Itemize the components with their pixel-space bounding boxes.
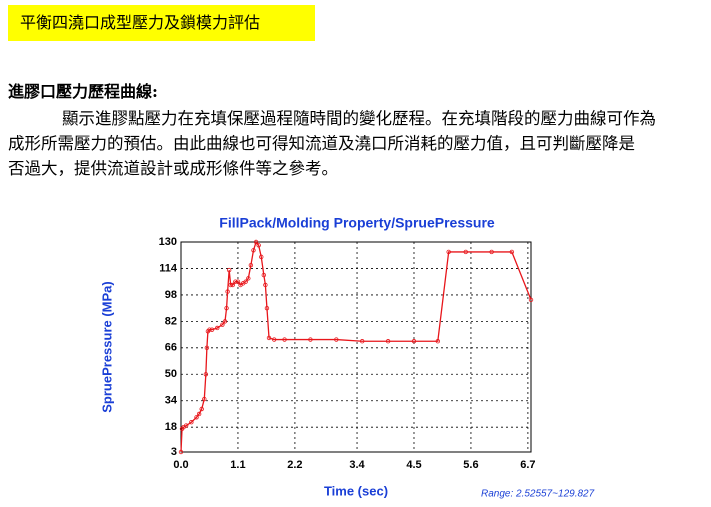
plot-area bbox=[180, 241, 532, 453]
data-point bbox=[435, 339, 441, 344]
data-point bbox=[235, 279, 241, 284]
data-point bbox=[189, 420, 194, 425]
chart-title: FillPack/Molding Property/SpruePressure bbox=[219, 215, 495, 231]
data-point bbox=[411, 339, 417, 344]
data-point bbox=[215, 325, 220, 331]
page-title: 平衡四澆口成型壓力及鎖模力評估 bbox=[8, 5, 315, 41]
data-point bbox=[282, 337, 287, 342]
data-point bbox=[528, 297, 534, 303]
data-point bbox=[246, 276, 251, 281]
data-point bbox=[209, 327, 215, 332]
data-point bbox=[220, 322, 225, 327]
paragraph-line: 成形所需壓力的預估。由此曲線也可得知流道及澆口所消耗的壓力值，且可判斷壓降是 bbox=[8, 134, 635, 153]
data-point bbox=[251, 248, 256, 253]
section-heading: 進膠口壓力歷程曲線: bbox=[8, 82, 158, 101]
data-point bbox=[243, 279, 248, 284]
y-axis-label: SpruePressure (MPa) bbox=[99, 281, 114, 413]
y-tick-label: 98 bbox=[165, 289, 177, 301]
x-tick-label: 5.6 bbox=[463, 459, 478, 471]
y-tick-label: 3 bbox=[171, 446, 177, 458]
data-point bbox=[222, 319, 228, 324]
y-tick-label: 34 bbox=[165, 395, 178, 407]
data-point bbox=[225, 289, 230, 294]
data-point bbox=[256, 243, 261, 248]
data-point bbox=[446, 249, 451, 255]
data-point bbox=[196, 411, 202, 417]
data-point bbox=[202, 396, 207, 402]
data-point bbox=[271, 337, 277, 342]
data-point bbox=[263, 282, 268, 288]
data-point bbox=[228, 282, 233, 288]
data-point bbox=[226, 267, 232, 273]
data-point bbox=[360, 339, 365, 344]
data-point bbox=[266, 335, 272, 341]
y-tick-label: 50 bbox=[165, 368, 177, 380]
y-tick-label: 130 bbox=[159, 236, 177, 248]
y-tick-label: 18 bbox=[165, 421, 177, 433]
x-tick-label: 6.7 bbox=[520, 459, 535, 471]
data-point bbox=[207, 327, 212, 332]
x-tick-label: 2.2 bbox=[287, 459, 302, 471]
data-point bbox=[204, 345, 210, 351]
paragraph-line: 否過大，提供流道設計或成形條件等之參考。 bbox=[8, 159, 338, 178]
paragraph-line: 顯示進膠點壓力在充填保壓過程隨時間的變化歷程。在充填階段的壓力曲線可作為 bbox=[62, 109, 656, 128]
range-note: Range: 2.52557~129.827 bbox=[481, 489, 595, 500]
data-point bbox=[183, 423, 189, 428]
data-point bbox=[253, 239, 259, 245]
x-tick-label: 3.4 bbox=[349, 459, 365, 471]
data-point bbox=[264, 305, 270, 311]
data-point bbox=[259, 254, 264, 260]
y-tick-label: 114 bbox=[159, 262, 178, 274]
data-point bbox=[385, 339, 391, 344]
data-point bbox=[334, 337, 339, 342]
data-point bbox=[261, 272, 267, 278]
data-point bbox=[509, 249, 515, 255]
data-point bbox=[489, 249, 494, 255]
x-tick-label: 4.5 bbox=[406, 459, 421, 471]
x-tick-label: 1.1 bbox=[230, 459, 245, 471]
data-point bbox=[308, 337, 313, 342]
data-point bbox=[224, 305, 229, 311]
data-point bbox=[463, 249, 468, 255]
y-tick-label: 82 bbox=[165, 315, 177, 327]
x-axis-label: Time (sec) bbox=[324, 483, 388, 498]
data-point bbox=[230, 282, 235, 288]
data-point bbox=[248, 262, 254, 268]
data-point bbox=[199, 406, 204, 412]
data-point bbox=[178, 449, 184, 455]
data-point bbox=[194, 415, 199, 420]
x-tick-label: 0.0 bbox=[173, 459, 188, 471]
data-point bbox=[203, 372, 209, 377]
data-point bbox=[233, 279, 238, 284]
y-tick-label: 66 bbox=[165, 342, 177, 354]
